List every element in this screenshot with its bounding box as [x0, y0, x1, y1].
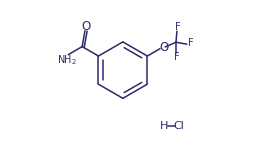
Text: NH$_2$: NH$_2$	[57, 53, 77, 67]
Text: O: O	[159, 41, 168, 54]
Text: Cl: Cl	[174, 121, 185, 131]
Text: H: H	[160, 121, 168, 131]
Text: F: F	[188, 38, 193, 48]
Text: F: F	[175, 22, 180, 32]
Text: O: O	[81, 20, 90, 33]
Text: F: F	[174, 52, 180, 62]
